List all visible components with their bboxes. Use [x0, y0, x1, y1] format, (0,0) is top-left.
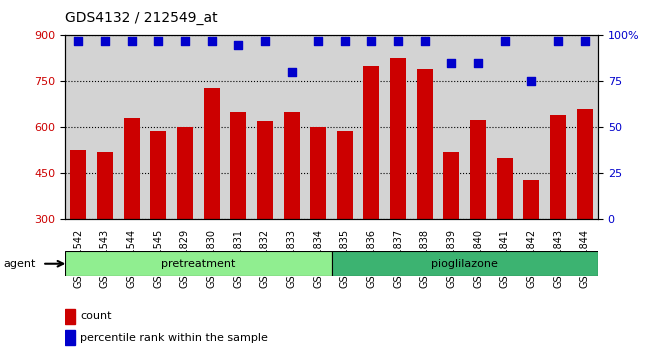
Point [339, 38, 350, 44]
Text: count: count [80, 311, 111, 321]
Bar [65, 309, 75, 324]
Point [473, 60, 484, 66]
Bar [390, 58, 406, 312]
Bar [230, 112, 246, 312]
Bar [97, 152, 113, 312]
Text: agent: agent [3, 259, 36, 269]
Bar [497, 158, 513, 312]
Point [179, 38, 190, 44]
Point [100, 38, 110, 44]
Point [287, 69, 297, 75]
Text: pretreatment: pretreatment [161, 259, 235, 269]
Point [153, 38, 164, 44]
Bar [124, 118, 140, 312]
Point [259, 38, 270, 44]
Text: pioglilazone: pioglilazone [432, 259, 498, 269]
Bar [65, 251, 332, 276]
Bar [70, 150, 86, 312]
Point [206, 38, 216, 44]
Bar [337, 131, 353, 312]
Point [126, 38, 137, 44]
Text: percentile rank within the sample: percentile rank within the sample [80, 332, 268, 343]
Bar [150, 131, 166, 312]
Point [233, 42, 244, 47]
Point [367, 38, 377, 44]
Point [73, 38, 83, 44]
Point [313, 38, 324, 44]
Point [580, 38, 590, 44]
Bar [470, 120, 486, 312]
Bar [332, 251, 598, 276]
Bar [550, 115, 566, 312]
Point [553, 38, 564, 44]
Bar [177, 127, 193, 312]
Point [500, 38, 510, 44]
Bar [65, 330, 75, 345]
Bar [283, 112, 300, 312]
Bar [310, 127, 326, 312]
Bar [523, 179, 540, 312]
Bar [443, 152, 460, 312]
Text: GDS4132 / 212549_at: GDS4132 / 212549_at [65, 11, 218, 25]
Bar [417, 69, 433, 312]
Point [393, 38, 403, 44]
Point [420, 38, 430, 44]
Bar [577, 109, 593, 312]
Point [446, 60, 456, 66]
Point [526, 79, 537, 84]
Bar [257, 121, 273, 312]
Bar [203, 87, 220, 312]
Bar [363, 66, 380, 312]
